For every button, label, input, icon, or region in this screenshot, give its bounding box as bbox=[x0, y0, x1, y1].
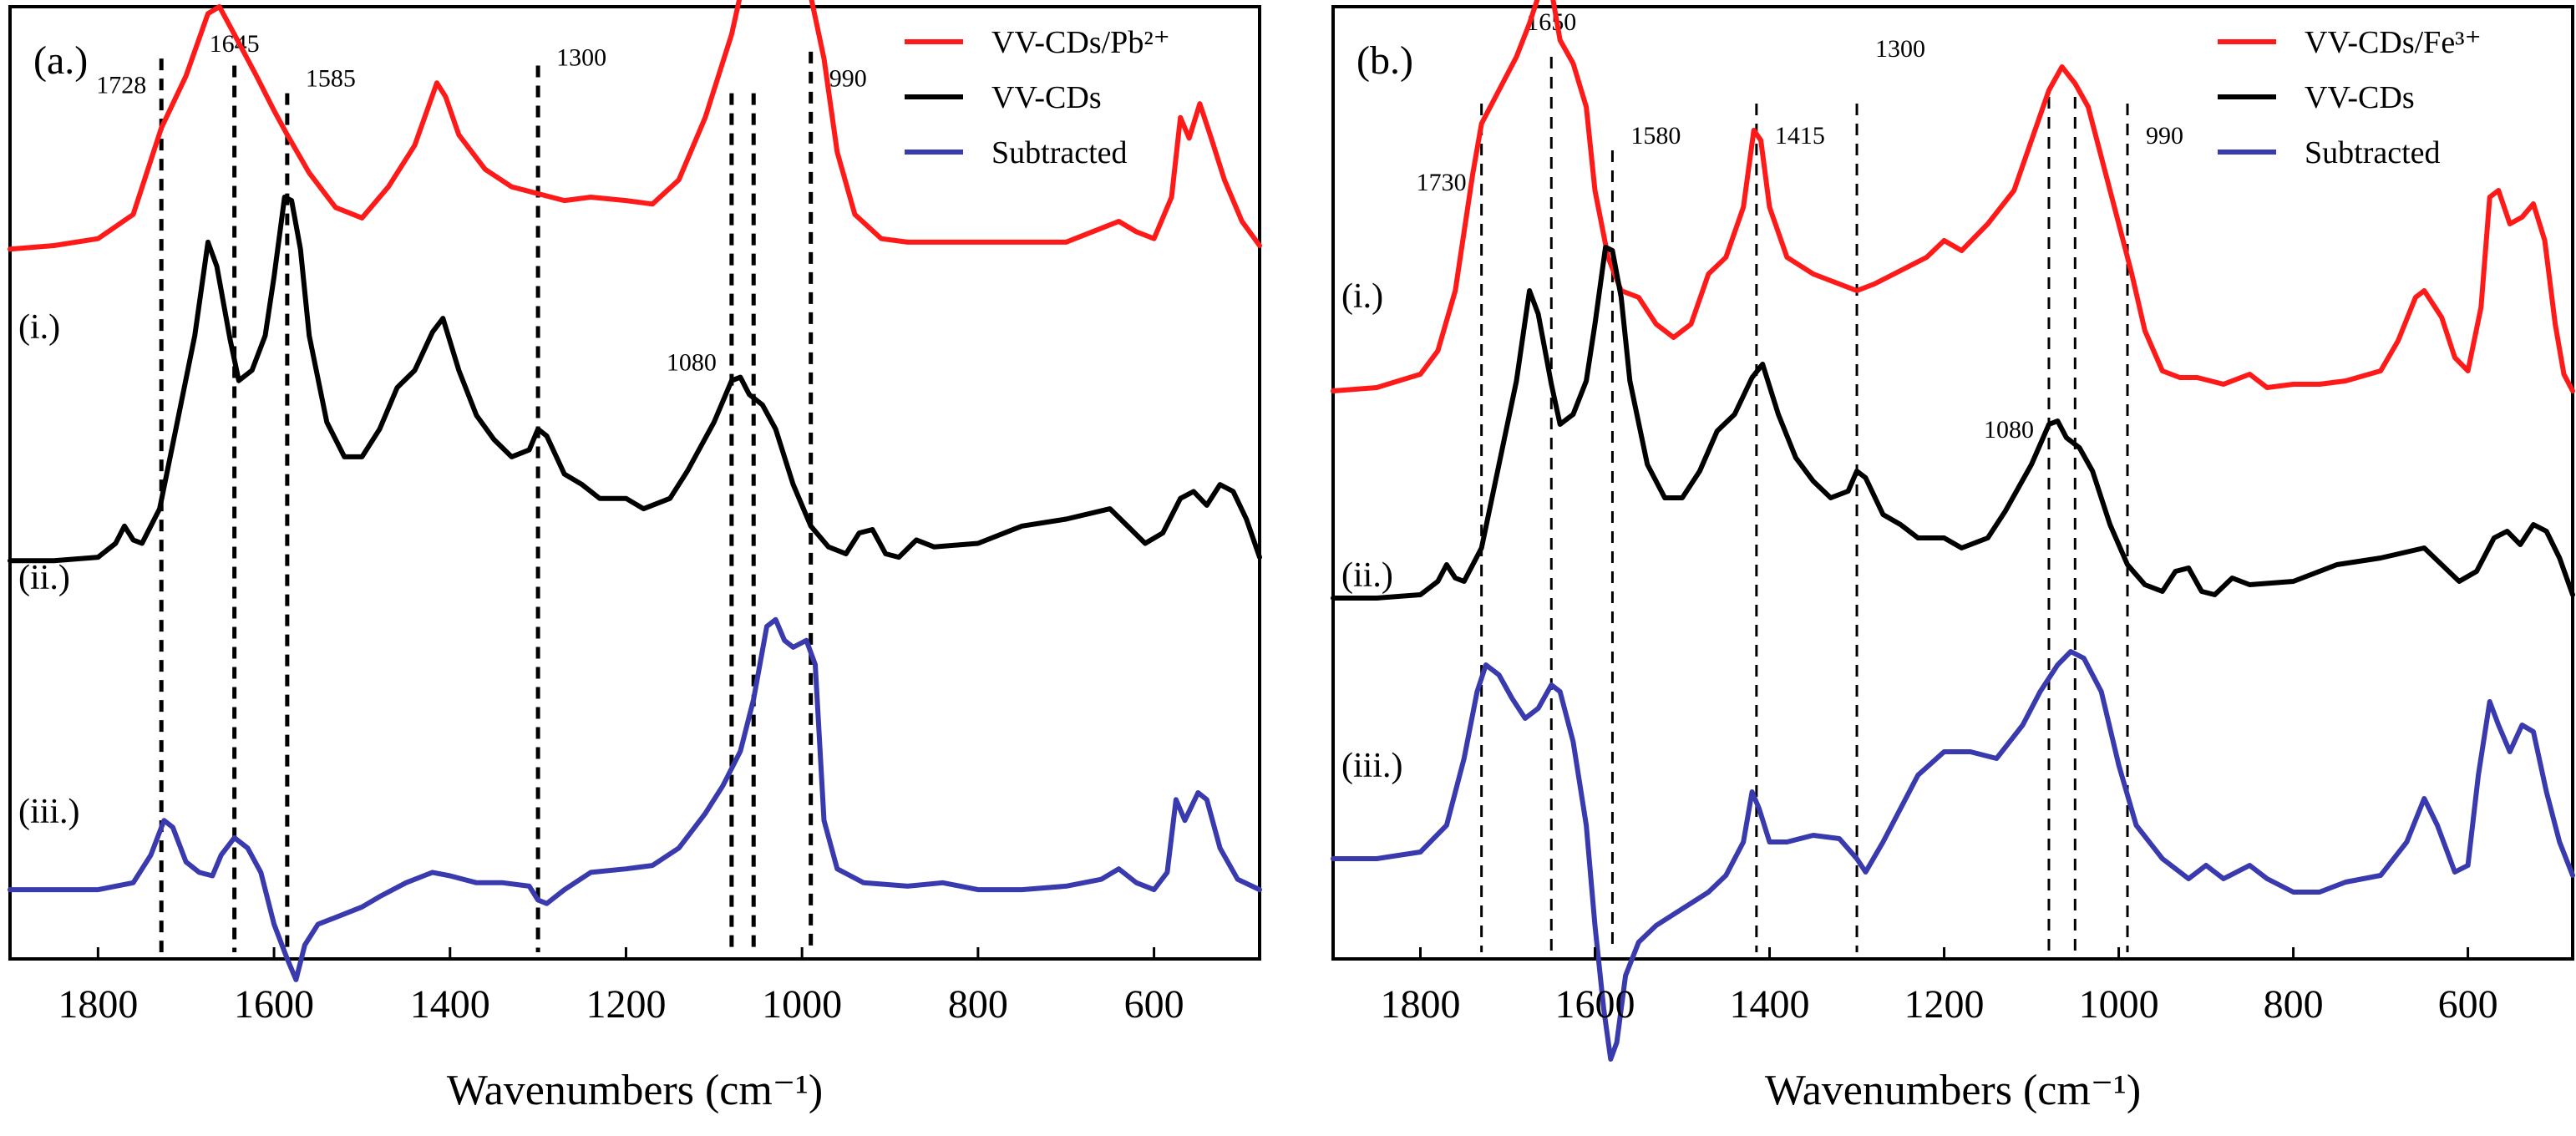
x-tick-label: 1400 bbox=[1730, 982, 1810, 1027]
x-tick-label: 1200 bbox=[586, 982, 666, 1027]
peak-label: 1300 bbox=[1875, 35, 1925, 63]
peak-label: 1580 bbox=[1630, 122, 1681, 150]
series-line bbox=[1331, 649, 2575, 1062]
peak-label: 1080 bbox=[1984, 416, 2034, 444]
x-tick-label: 1600 bbox=[1555, 982, 1635, 1027]
plot-frame bbox=[1331, 5, 2574, 961]
legend-entry: VV-CDs/Fe³⁺ bbox=[2305, 25, 2482, 60]
x-tick-label: 1000 bbox=[762, 982, 842, 1027]
peak-label: 1415 bbox=[1775, 122, 1825, 150]
peak-label: 1730 bbox=[1417, 169, 1467, 196]
legend-entry: Subtracted bbox=[991, 135, 1128, 170]
x-tick-label: 800 bbox=[2264, 982, 2324, 1027]
x-tick-label: 600 bbox=[1124, 982, 1184, 1027]
x-tick-label: 800 bbox=[948, 982, 1008, 1027]
x-tick-label: 1800 bbox=[58, 982, 138, 1027]
x-axis-label: Wavenumbers (cm⁻¹) bbox=[1765, 1067, 2141, 1114]
curve-label: (i.) bbox=[1341, 277, 1383, 316]
curve-label: (ii.) bbox=[1341, 556, 1393, 595]
series-line bbox=[1331, 245, 2575, 601]
x-tick-label: 1600 bbox=[234, 982, 314, 1027]
series-line bbox=[1331, 0, 2575, 393]
series-line bbox=[8, 195, 1262, 564]
panel-a: 17281645158513001080990(i.)(ii.)(iii.)(a… bbox=[8, 0, 1262, 1114]
curve-label: (iii.) bbox=[1341, 747, 1402, 785]
x-tick-label: 1200 bbox=[1904, 982, 1985, 1027]
panel-label: (a.) bbox=[33, 38, 88, 83]
panel-label: (b.) bbox=[1356, 38, 1413, 83]
peak-label: 1080 bbox=[667, 348, 717, 376]
legend-entry: VV-CDs/Pb²⁺ bbox=[991, 25, 1170, 60]
peak-label: 990 bbox=[829, 64, 867, 92]
x-tick-label: 1000 bbox=[2079, 982, 2159, 1027]
x-tick-label: 600 bbox=[2438, 982, 2498, 1027]
peak-label: 990 bbox=[2146, 122, 2183, 150]
plot-frame bbox=[8, 5, 1261, 961]
x-tick-label: 1400 bbox=[410, 982, 490, 1027]
peak-label: 1300 bbox=[556, 43, 606, 71]
x-axis-label: Wavenumbers (cm⁻¹) bbox=[447, 1067, 823, 1114]
curve-label: (iii.) bbox=[18, 793, 79, 831]
peak-label: 1728 bbox=[96, 72, 146, 99]
peak-label: 1585 bbox=[306, 64, 356, 92]
series-line bbox=[8, 616, 1262, 982]
series-line bbox=[8, 0, 1262, 252]
legend-entry: VV-CDs bbox=[2305, 80, 2415, 115]
curve-label: (i.) bbox=[18, 308, 60, 347]
legend-entry: Subtracted bbox=[2305, 135, 2441, 170]
curve-label: (ii.) bbox=[18, 559, 70, 597]
x-tick-label: 1800 bbox=[1381, 982, 1461, 1027]
legend-entry: VV-CDs bbox=[991, 80, 1102, 115]
